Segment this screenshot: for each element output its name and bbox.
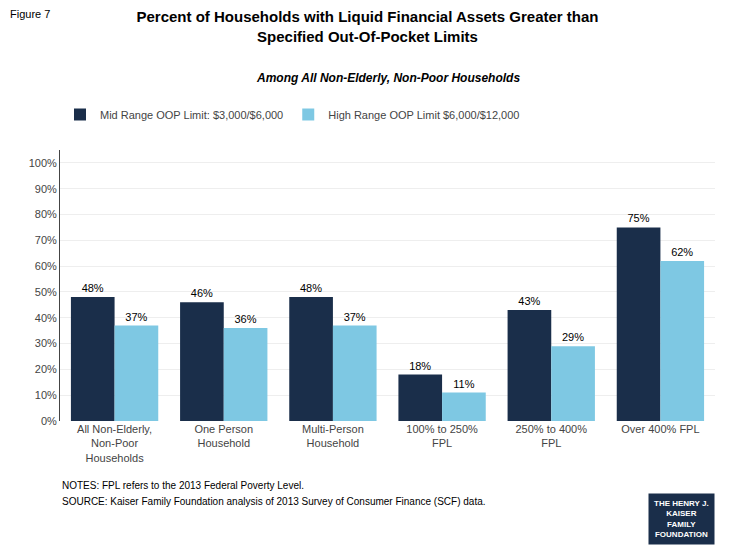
- svg-text:All Non-Elderly,Non-PoorHouseh: All Non-Elderly,Non-PoorHouseholds: [77, 423, 152, 464]
- svg-text:37%: 37%: [344, 311, 366, 323]
- svg-text:48%: 48%: [300, 282, 322, 294]
- svg-text:48%: 48%: [82, 282, 104, 294]
- svg-text:90%: 90%: [35, 183, 57, 195]
- svg-text:43%: 43%: [518, 295, 540, 307]
- svg-text:High Range OOP Limit $6,000/$1: High Range OOP Limit $6,000/$12,000: [328, 109, 519, 121]
- svg-text:62%: 62%: [671, 246, 693, 258]
- svg-text:80%: 80%: [35, 208, 57, 220]
- svg-text:36%: 36%: [234, 313, 256, 325]
- svg-text:70%: 70%: [35, 234, 57, 246]
- svg-text:40%: 40%: [35, 312, 57, 324]
- svg-text:Mid Range OOP Limit: $3,000/$6: Mid Range OOP Limit: $3,000/$6,000: [100, 109, 283, 121]
- svg-text:One PersonHousehold: One PersonHousehold: [194, 423, 253, 449]
- svg-text:100% to 250%FPL: 100% to 250%FPL: [406, 423, 478, 449]
- svg-text:50%: 50%: [35, 286, 57, 298]
- svg-text:Percent of Households with Liq: Percent of Households with Liquid Financ…: [136, 8, 598, 45]
- svg-text:20%: 20%: [35, 363, 57, 375]
- svg-text:11%: 11%: [453, 378, 474, 390]
- svg-text:SOURCE: Kaiser Family Foundati: SOURCE: Kaiser Family Foundation analysi…: [62, 496, 486, 507]
- svg-text:100%: 100%: [29, 157, 57, 169]
- svg-text:0%: 0%: [41, 415, 57, 427]
- svg-text:37%: 37%: [125, 311, 147, 323]
- svg-text:Among All Non-Elderly, Non-Poo: Among All Non-Elderly, Non-Poor Househol…: [256, 71, 520, 85]
- svg-text:250% to 400%FPL: 250% to 400%FPL: [515, 423, 587, 449]
- svg-text:75%: 75%: [627, 212, 649, 224]
- svg-text:46%: 46%: [191, 287, 213, 299]
- svg-text:60%: 60%: [35, 260, 57, 272]
- svg-text:18%: 18%: [409, 360, 431, 372]
- svg-text:Multi-PersonHousehold: Multi-PersonHousehold: [302, 423, 364, 449]
- svg-text:10%: 10%: [35, 389, 57, 401]
- svg-text:29%: 29%: [562, 331, 584, 343]
- svg-text:Over 400% FPL: Over 400% FPL: [621, 423, 699, 435]
- svg-text:NOTES: FPL refers to the 2013: NOTES: FPL refers to the 2013 Federal Po…: [62, 480, 304, 491]
- svg-text:30%: 30%: [35, 337, 57, 349]
- svg-text:THE HENRY J.KAISERFAMILYFOUNDA: THE HENRY J.KAISERFAMILYFOUNDATION: [654, 499, 709, 539]
- svg-text:Figure 7: Figure 7: [10, 8, 50, 20]
